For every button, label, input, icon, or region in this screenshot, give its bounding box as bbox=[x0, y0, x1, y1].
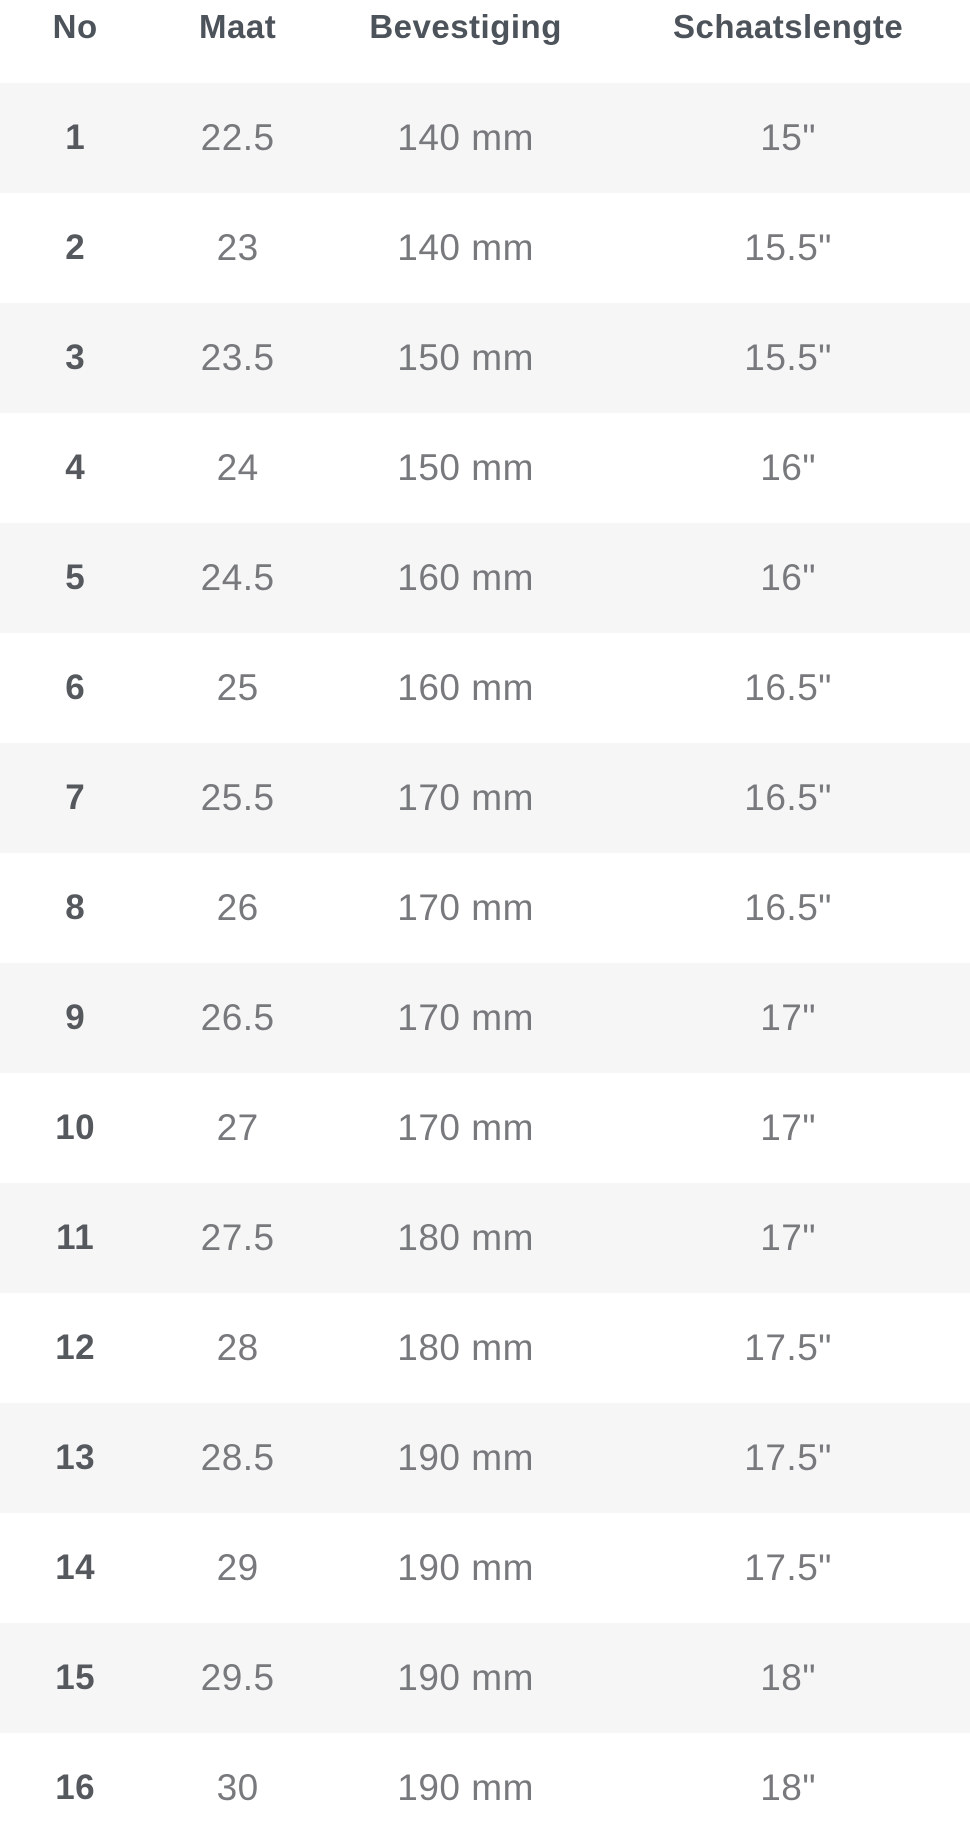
cell-maat: 25.5 bbox=[200, 777, 275, 818]
cell-bevestiging: 170 mm bbox=[397, 997, 534, 1038]
cell-no: 5 bbox=[65, 558, 86, 597]
cell-bevestiging: 190 mm bbox=[397, 1437, 534, 1478]
cell-no: 6 bbox=[65, 668, 86, 707]
cell-schaatslengte: 17" bbox=[760, 1217, 816, 1258]
cell-bevestiging: 170 mm bbox=[397, 887, 534, 928]
cell-bevestiging: 190 mm bbox=[397, 1767, 534, 1808]
cell-maat: 26 bbox=[216, 887, 259, 928]
cell-schaatslengte: 17.5" bbox=[744, 1437, 832, 1478]
table-row: 10 27 170 mm 17" bbox=[0, 1073, 970, 1183]
cell-bevestiging: 180 mm bbox=[397, 1217, 534, 1258]
cell-schaatslengte: 16" bbox=[760, 447, 816, 488]
cell-no: 9 bbox=[65, 998, 86, 1037]
table-row: 6 25 160 mm 16.5" bbox=[0, 633, 970, 743]
cell-no: 11 bbox=[56, 1218, 95, 1257]
cell-bevestiging: 140 mm bbox=[397, 117, 534, 158]
cell-bevestiging: 140 mm bbox=[397, 227, 534, 268]
cell-schaatslengte: 17" bbox=[760, 997, 816, 1038]
cell-maat: 29.5 bbox=[200, 1657, 275, 1698]
table-body: 1 22.5 140 mm 15" 2 23 140 mm 15.5" 3 23… bbox=[0, 83, 970, 1837]
cell-schaatslengte: 17.5" bbox=[744, 1327, 832, 1368]
cell-no: 3 bbox=[65, 338, 86, 377]
cell-schaatslengte: 17" bbox=[760, 1107, 816, 1148]
cell-bevestiging: 150 mm bbox=[397, 337, 534, 378]
cell-schaatslengte: 16.5" bbox=[744, 667, 832, 708]
cell-bevestiging: 160 mm bbox=[397, 667, 534, 708]
cell-maat: 30 bbox=[216, 1767, 259, 1808]
cell-no: 16 bbox=[55, 1768, 96, 1807]
table-row: 1 22.5 140 mm 15" bbox=[0, 83, 970, 193]
table-row: 7 25.5 170 mm 16.5" bbox=[0, 743, 970, 853]
cell-maat: 29 bbox=[216, 1547, 259, 1588]
column-header-maat: Maat bbox=[199, 8, 277, 45]
cell-no: 1 bbox=[65, 118, 86, 157]
cell-maat: 23.5 bbox=[200, 337, 275, 378]
cell-no: 8 bbox=[65, 888, 86, 927]
cell-schaatslengte: 16.5" bbox=[744, 887, 832, 928]
cell-schaatslengte: 15.5" bbox=[744, 227, 832, 268]
cell-bevestiging: 190 mm bbox=[397, 1547, 534, 1588]
cell-maat: 28 bbox=[216, 1327, 259, 1368]
table-row: 15 29.5 190 mm 18" bbox=[0, 1623, 970, 1733]
cell-maat: 22.5 bbox=[200, 117, 275, 158]
column-header-bevestiging: Bevestiging bbox=[369, 8, 562, 45]
cell-bevestiging: 170 mm bbox=[397, 777, 534, 818]
table-row: 3 23.5 150 mm 15.5" bbox=[0, 303, 970, 413]
cell-no: 14 bbox=[55, 1548, 96, 1587]
cell-bevestiging: 190 mm bbox=[397, 1657, 534, 1698]
cell-maat: 25 bbox=[216, 667, 259, 708]
table-row: 11 27.5 180 mm 17" bbox=[0, 1183, 970, 1293]
table-row: 5 24.5 160 mm 16" bbox=[0, 523, 970, 633]
cell-schaatslengte: 17.5" bbox=[744, 1547, 832, 1588]
cell-no: 15 bbox=[55, 1658, 96, 1697]
cell-no: 4 bbox=[65, 448, 86, 487]
cell-schaatslengte: 18" bbox=[760, 1767, 816, 1808]
cell-no: 2 bbox=[65, 228, 86, 267]
cell-maat: 24.5 bbox=[200, 557, 275, 598]
cell-maat: 27 bbox=[216, 1107, 259, 1148]
table-row: 14 29 190 mm 17.5" bbox=[0, 1513, 970, 1623]
cell-maat: 23 bbox=[216, 227, 259, 268]
column-header-schaatslengte: Schaatslengte bbox=[672, 8, 904, 45]
cell-schaatslengte: 15.5" bbox=[744, 337, 832, 378]
cell-no: 13 bbox=[55, 1438, 96, 1477]
cell-maat: 26.5 bbox=[200, 997, 275, 1038]
cell-schaatslengte: 15" bbox=[760, 117, 816, 158]
cell-maat: 28.5 bbox=[200, 1437, 275, 1478]
table-row: 12 28 180 mm 17.5" bbox=[0, 1293, 970, 1403]
table-row: 16 30 190 mm 18" bbox=[0, 1733, 970, 1837]
table-header-row: No Maat Bevestiging Schaatslengte bbox=[0, 0, 970, 83]
table-row: 8 26 170 mm 16.5" bbox=[0, 853, 970, 963]
cell-maat: 27.5 bbox=[200, 1217, 275, 1258]
column-header-no: No bbox=[52, 8, 98, 45]
cell-bevestiging: 160 mm bbox=[397, 557, 534, 598]
cell-bevestiging: 180 mm bbox=[397, 1327, 534, 1368]
table-row: 2 23 140 mm 15.5" bbox=[0, 193, 970, 303]
cell-maat: 24 bbox=[216, 447, 259, 488]
cell-bevestiging: 150 mm bbox=[397, 447, 534, 488]
cell-schaatslengte: 16.5" bbox=[744, 777, 832, 818]
cell-schaatslengte: 18" bbox=[760, 1657, 816, 1698]
cell-schaatslengte: 16" bbox=[760, 557, 816, 598]
cell-no: 12 bbox=[55, 1328, 96, 1367]
table-row: 4 24 150 mm 16" bbox=[0, 413, 970, 523]
cell-no: 10 bbox=[55, 1108, 96, 1147]
table-row: 9 26.5 170 mm 17" bbox=[0, 963, 970, 1073]
cell-no: 7 bbox=[65, 778, 86, 817]
cell-bevestiging: 170 mm bbox=[397, 1107, 534, 1148]
table-row: 13 28.5 190 mm 17.5" bbox=[0, 1403, 970, 1513]
